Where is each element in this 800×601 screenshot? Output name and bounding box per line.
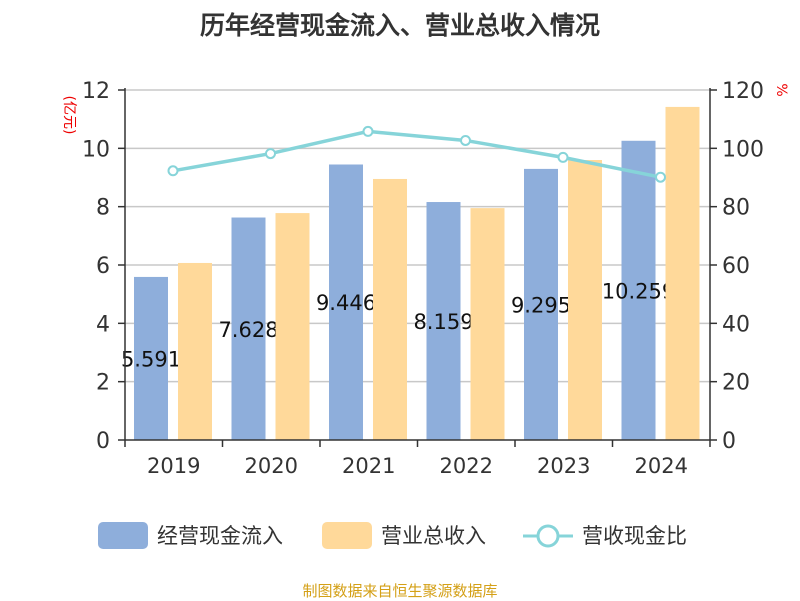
legend-swatch-cash-inflow xyxy=(98,522,148,549)
bar-revenue xyxy=(275,213,310,440)
right-tick-label: 100 xyxy=(722,137,764,162)
data-label: 7.628 xyxy=(218,318,278,342)
data-label: 9.446 xyxy=(316,291,376,315)
right-tick-label: 120 xyxy=(722,79,764,104)
right-tick-label: 60 xyxy=(722,254,750,279)
x-tick-label: 2021 xyxy=(342,454,395,478)
left-tick-label: 8 xyxy=(96,196,110,221)
x-tick-label: 2020 xyxy=(245,454,298,478)
left-tick-label: 6 xyxy=(96,254,110,279)
line-point xyxy=(167,165,179,177)
data-label: 5.591 xyxy=(121,347,181,371)
bar-revenue xyxy=(568,160,602,440)
left-tick-label: 0 xyxy=(96,429,110,454)
data-label: 10.259 xyxy=(602,279,675,303)
legend-label: 营业总收入 xyxy=(381,524,486,548)
right-axis-label: % xyxy=(773,83,789,96)
left-tick-label: 4 xyxy=(96,312,110,337)
line-point xyxy=(460,134,471,146)
bar-cash-inflow xyxy=(134,276,168,440)
bar-revenue xyxy=(470,208,505,440)
source-note: 制图数据来自恒生聚源数据库 xyxy=(302,582,498,600)
right-tick-label: 20 xyxy=(722,371,750,396)
right-tick-label: 40 xyxy=(722,312,750,337)
bar-cash-inflow xyxy=(426,202,461,440)
line-point xyxy=(265,148,276,160)
x-tick-label: 2022 xyxy=(440,454,493,478)
bar-cash-inflow xyxy=(621,140,656,440)
chart-title: 历年经营现金流入、营业总收入情况 xyxy=(199,11,600,40)
bar-revenue xyxy=(373,178,407,441)
left-axis-label: (亿元) xyxy=(61,96,77,135)
left-tick-label: 12 xyxy=(82,79,110,104)
line-point xyxy=(655,171,666,183)
bar-cash-inflow xyxy=(231,217,266,440)
left-tick-label: 10 xyxy=(82,137,110,162)
x-tick-label: 2019 xyxy=(147,454,200,478)
legend-label: 营收现金比 xyxy=(582,524,687,548)
bar-revenue xyxy=(178,262,212,440)
right-tick-label: 0 xyxy=(722,429,736,454)
bar-cash-inflow xyxy=(524,168,558,441)
right-tick-label: 80 xyxy=(722,196,750,221)
left-tick-label: 2 xyxy=(96,371,110,396)
data-label: 9.295 xyxy=(511,293,571,317)
bar-cash-inflow xyxy=(329,164,363,440)
line-ratio xyxy=(172,129,661,179)
line-point xyxy=(557,151,569,163)
bar-revenue xyxy=(665,106,700,441)
legend-swatch-ratio-marker xyxy=(536,524,560,548)
legend-label: 经营现金流入 xyxy=(157,524,283,548)
legend-swatch-revenue xyxy=(322,522,372,549)
line-point xyxy=(362,125,374,137)
x-tick-label: 2024 xyxy=(635,454,688,478)
x-tick-label: 2023 xyxy=(537,454,590,478)
data-label: 8.159 xyxy=(413,310,473,334)
